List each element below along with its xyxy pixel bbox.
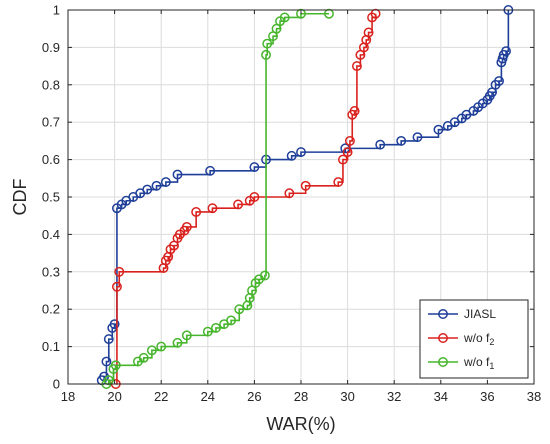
data-point-0 (412, 132, 423, 143)
data-point-2 (211, 322, 221, 333)
data-point-1 (207, 203, 218, 214)
x-tick-label: 32 (387, 389, 401, 404)
y-tick-label: 1 (53, 3, 60, 18)
data-point-0 (142, 184, 153, 195)
x-tick-label: 34 (434, 389, 448, 404)
legend-item-0: JIASL (428, 307, 496, 321)
data-point-2 (172, 337, 183, 348)
data-point-2 (226, 315, 237, 326)
data-point-0 (103, 334, 114, 345)
data-point-1 (337, 154, 348, 165)
data-point-0 (433, 124, 444, 135)
data-point-1 (333, 177, 344, 187)
data-point-2 (261, 49, 271, 60)
y-tick-label: 0.9 (42, 40, 60, 55)
data-point-2 (262, 38, 273, 49)
data-point-0 (494, 76, 504, 87)
data-point-1 (191, 207, 202, 217)
data-point-1 (249, 192, 260, 202)
y-tick-label: 0.8 (42, 77, 60, 92)
y-tick-label: 0.4 (42, 227, 60, 242)
data-point-0 (249, 162, 260, 173)
data-point-0 (501, 46, 511, 57)
legend-item-1: w/o f2 (428, 331, 494, 347)
data-point-0 (151, 180, 162, 191)
data-point-1 (233, 199, 244, 210)
data-point-2 (259, 270, 270, 281)
data-point-1 (284, 188, 295, 199)
x-axis-label: WAR(%) (266, 414, 335, 434)
legend: JIASL w/o f2 w/o f1 (419, 299, 529, 379)
legend-label: w/o f1 (463, 355, 494, 371)
data-point-0 (160, 177, 171, 187)
y-tick-label: 0.3 (42, 264, 60, 279)
data-point-1 (300, 180, 311, 191)
y-tick-label: 0.6 (42, 152, 60, 167)
y-tick-label: 0 (53, 377, 60, 392)
legend-label: JIASL (464, 307, 496, 321)
data-point-1 (351, 61, 362, 72)
data-point-0 (286, 150, 297, 161)
series-0 (96, 5, 514, 386)
data-point-0 (296, 147, 306, 158)
data-point-1 (363, 27, 374, 38)
data-point-2 (146, 345, 157, 356)
y-tick-label: 0.7 (42, 115, 60, 130)
series-2 (101, 8, 334, 389)
x-tick-label: 28 (294, 389, 308, 404)
y-tick-label: 0.1 (42, 339, 60, 354)
data-point-2 (181, 330, 192, 341)
x-tick-label: 36 (480, 389, 494, 404)
data-point-2 (138, 352, 149, 363)
y-tick-label: 0.5 (42, 190, 60, 205)
data-point-0 (375, 139, 386, 150)
legend-box (419, 299, 529, 379)
data-point-0 (101, 356, 112, 367)
data-point-1 (114, 266, 125, 277)
y-axis-label: CDF (10, 179, 30, 216)
y-tick-label: 0.2 (42, 302, 60, 317)
series-layer (96, 5, 514, 389)
x-tick-label: 30 (340, 389, 354, 404)
data-point-1 (349, 106, 360, 116)
data-point-0 (396, 135, 407, 146)
series-line-2 (106, 12, 329, 385)
legend-label: w/o f2 (463, 331, 494, 347)
legend-swatch-marker (438, 309, 448, 319)
legend-swatch-marker (438, 333, 448, 343)
data-point-1 (344, 135, 355, 146)
x-tick-label: 20 (107, 389, 121, 404)
x-tick-label: 22 (154, 389, 168, 404)
data-point-1 (111, 281, 122, 292)
axis-ticks: 18 20 22 24 26 28 30 32 34 36 38 0 0.1 0.2 0.3 0.4 0.5 0.… (42, 3, 541, 405)
data-point-0 (109, 319, 120, 330)
data-point-0 (172, 169, 183, 180)
data-point-1 (342, 147, 353, 158)
x-tick-label: 24 (201, 389, 215, 404)
data-point-2 (279, 12, 290, 23)
data-point-2 (156, 341, 167, 352)
data-point-2 (202, 326, 213, 337)
x-tick-label: 18 (61, 389, 75, 404)
data-point-1 (181, 221, 192, 232)
data-point-2 (110, 360, 121, 371)
data-point-0 (205, 165, 216, 176)
x-tick-label: 26 (247, 389, 261, 404)
data-point-2 (234, 304, 245, 315)
x-tick-label: 38 (527, 389, 541, 404)
legend-item-2: w/o f1 (428, 355, 494, 371)
legend-swatch-marker (438, 357, 448, 367)
